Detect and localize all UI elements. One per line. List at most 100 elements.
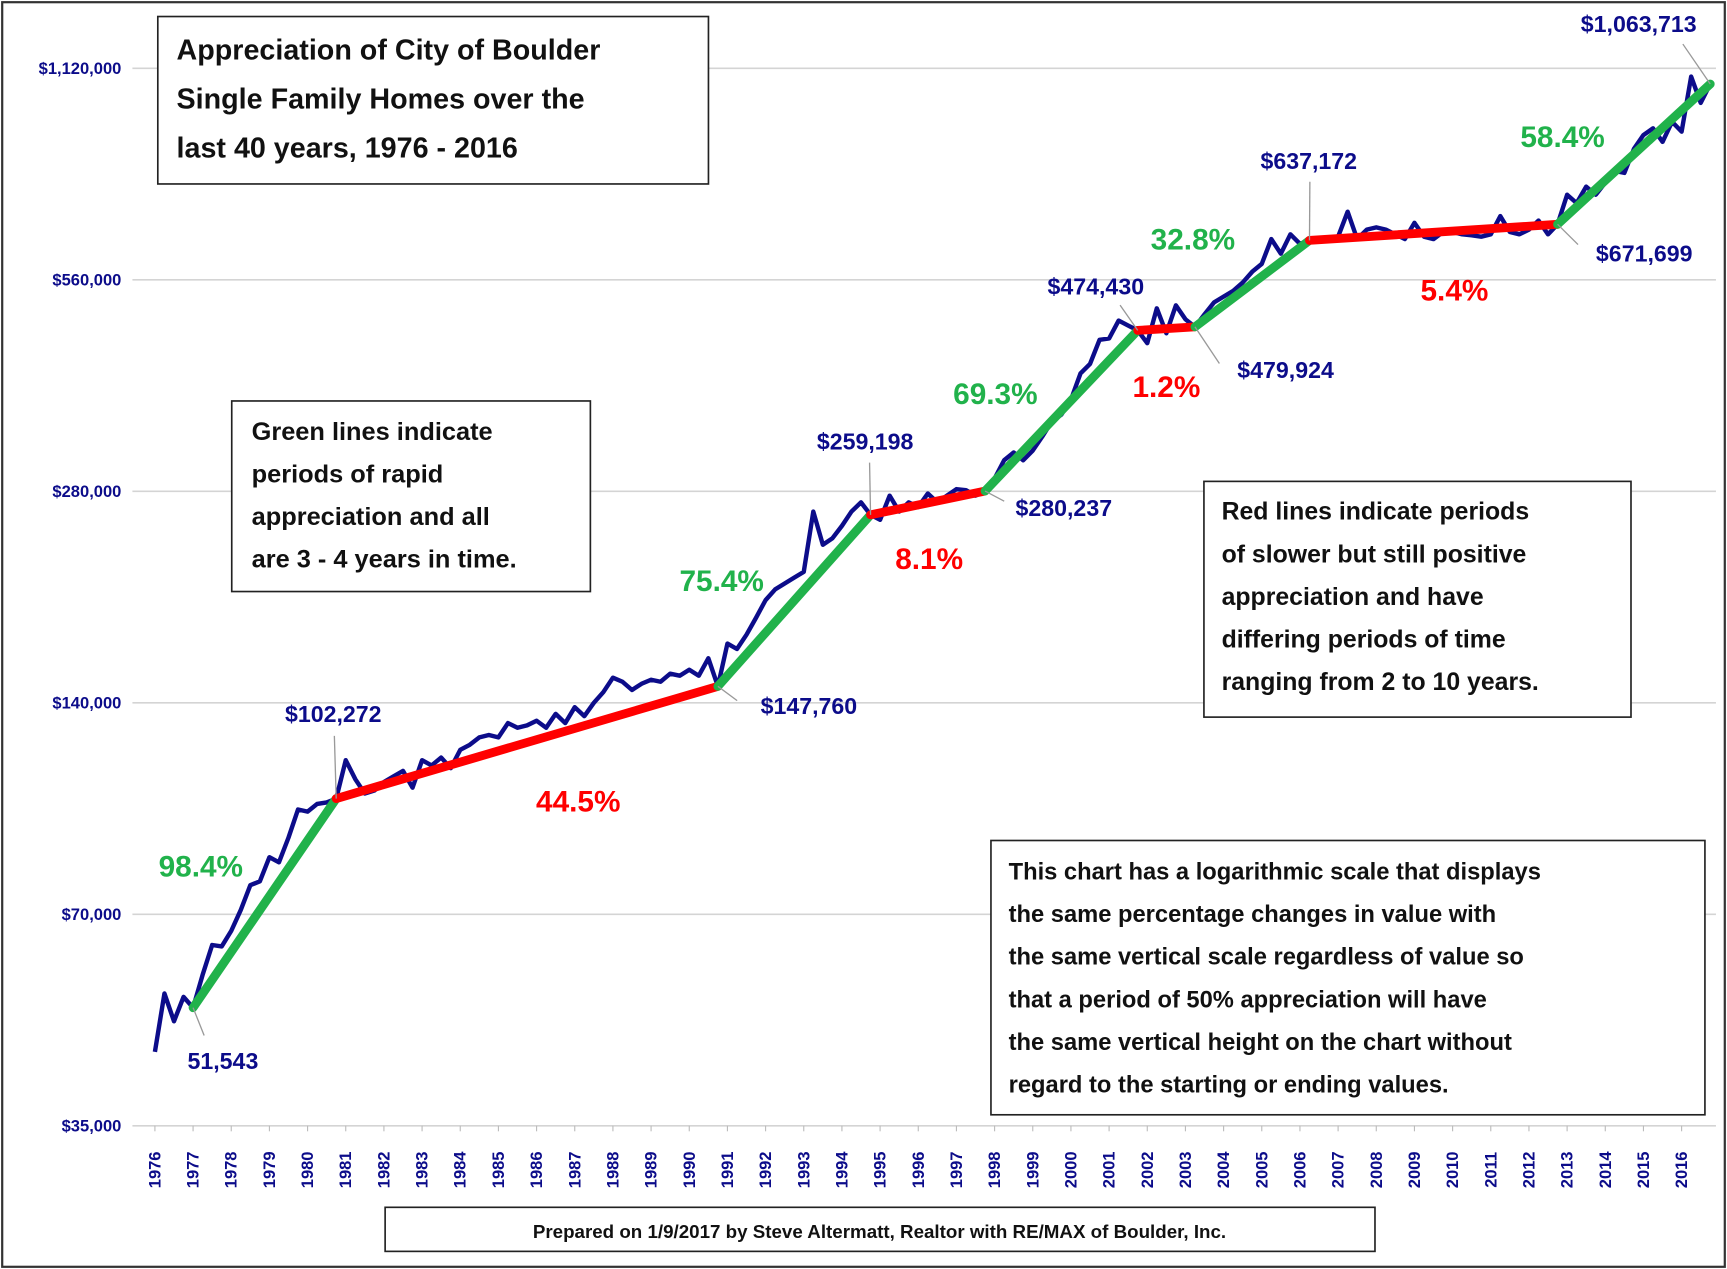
trend-segment [1305, 219, 1562, 245]
note-box [1203, 480, 1632, 718]
leader-line [1557, 223, 1579, 246]
x-tick-label: 1992 [756, 1152, 775, 1189]
x-tick-label: 1984 [451, 1151, 470, 1189]
title-box [156, 15, 710, 185]
note-text: Red lines indicate periods [1222, 499, 1530, 526]
point-label: $280,237 [1015, 495, 1112, 521]
x-tick-label: 2005 [1252, 1152, 1271, 1189]
x-tick-label: 2001 [1100, 1152, 1119, 1189]
note-text: differing periods of time [1222, 627, 1506, 654]
trend-segment [331, 681, 723, 804]
note-text: This chart has a logarithmic scale that … [1009, 859, 1541, 885]
note-text: of slower but still positive [1222, 541, 1527, 568]
trend-segment [1133, 322, 1200, 335]
x-tick-label: 1983 [413, 1152, 432, 1189]
point-label: $1,063,713 [1581, 11, 1697, 37]
point-label: $147,760 [761, 693, 858, 719]
y-tick-label: $1,120,000 [39, 59, 122, 78]
percent-label: 58.4% [1520, 121, 1604, 154]
x-tick-label: 1993 [794, 1152, 813, 1189]
trend-segment [1190, 235, 1314, 332]
point-label: $479,924 [1237, 357, 1334, 383]
trend-segment [188, 794, 341, 1013]
note-text: periods of rapid [252, 460, 444, 488]
leader-line [1119, 304, 1139, 331]
x-tick-label: 2011 [1481, 1152, 1500, 1188]
x-tick-label: 1996 [909, 1152, 928, 1189]
point-label: $259,198 [817, 429, 914, 455]
x-tick-label: 2003 [1176, 1152, 1195, 1189]
leader-line [1194, 326, 1220, 364]
leader-line [717, 685, 738, 702]
x-tick-label: 1987 [565, 1152, 584, 1189]
y-tick-label: $70,000 [62, 905, 122, 924]
text-boxes: Appreciation of City of Boulder Single Fa… [156, 15, 1706, 1253]
x-tick-label: 2009 [1405, 1152, 1424, 1189]
x-tick-label: 1985 [489, 1152, 508, 1189]
point-label: $637,172 [1260, 148, 1357, 174]
x-tick-label: 1998 [985, 1152, 1004, 1189]
leader-line [984, 490, 1005, 502]
leader-line [868, 462, 872, 515]
x-tick-label: 1997 [947, 1152, 966, 1189]
x-tick-label: 1986 [527, 1152, 546, 1189]
point-label: $474,430 [1047, 273, 1144, 299]
x-tick-label: 2004 [1214, 1151, 1233, 1189]
trend-segment [713, 510, 875, 691]
note-text: Green lines indicate [252, 418, 493, 446]
x-tick-label: 1977 [184, 1152, 203, 1189]
note-text: appreciation and all [252, 503, 490, 531]
percent-label: 44.5% [536, 785, 620, 818]
percent-label: 5.4% [1420, 274, 1488, 307]
note-text: the same vertical scale regardless of va… [1009, 945, 1524, 971]
chart-title: Appreciation of City of Boulder [177, 35, 601, 67]
x-tick-label: 2012 [1519, 1152, 1538, 1189]
x-tick-label: 1988 [603, 1152, 622, 1189]
percent-label: 75.4% [679, 565, 763, 598]
note-text: ranging from 2 to 10 years. [1222, 669, 1539, 696]
trend-segment [980, 325, 1143, 496]
x-tick-label: 2008 [1367, 1152, 1386, 1189]
trend-segment [866, 486, 990, 520]
y-tick-label: $280,000 [52, 482, 121, 501]
percent-label: 32.8% [1151, 224, 1235, 257]
x-tick-label: 1999 [1023, 1152, 1042, 1189]
leader-line [1682, 43, 1711, 85]
note-text: regard to the starting or ending values. [1009, 1073, 1449, 1099]
note-text: the same percentage changes in value wit… [1009, 902, 1497, 928]
chart-title: last 40 years, 1976 - 2016 [177, 133, 518, 165]
x-tick-label: 2016 [1672, 1152, 1691, 1189]
note-box [990, 839, 1706, 1116]
x-tick-label: 2013 [1558, 1152, 1577, 1189]
x-tick-label: 1995 [871, 1152, 890, 1189]
percent-label: 1.2% [1132, 371, 1200, 404]
x-tick-label: 2006 [1290, 1152, 1309, 1189]
leader-line [333, 735, 337, 799]
x-tick-label: 1990 [680, 1152, 699, 1189]
x-tick-label: 1989 [642, 1152, 661, 1189]
y-tick-label: $560,000 [52, 270, 121, 289]
x-tick-label: 2000 [1061, 1152, 1080, 1189]
trend-segment [1553, 79, 1715, 229]
point-label: 51,543 [187, 1048, 258, 1074]
note-text: that a period of 50% appreciation will h… [1009, 987, 1487, 1013]
footer-text: Prepared on 1/9/2017 by Steve Altermatt,… [533, 1221, 1226, 1242]
x-tick-label: 2015 [1634, 1152, 1653, 1189]
percent-label: 8.1% [895, 543, 963, 576]
x-tick-label: 2014 [1596, 1151, 1615, 1189]
x-tick-label: 2010 [1443, 1152, 1462, 1189]
plot: 98.4% 44.5% 75.4% 8.1% 69.3% 1.2% 32.8% 5.4% 58.… [152, 11, 1715, 1074]
note-text: the same vertical height on the chart wi… [1009, 1030, 1512, 1056]
x-tick-label: 1980 [298, 1152, 317, 1189]
point-label: $671,699 [1596, 240, 1693, 266]
x-tick-label: 1978 [222, 1152, 241, 1189]
x-tick-label: 2002 [1138, 1152, 1157, 1189]
y-tick-label: $140,000 [52, 693, 121, 712]
note-box [230, 400, 592, 593]
x-tick-label: 1981 [336, 1152, 355, 1189]
x-tick-label: 1991 [718, 1152, 737, 1189]
footer-box [384, 1206, 1376, 1253]
y-tick-label: $35,000 [62, 1116, 122, 1135]
percent-label: 69.3% [953, 378, 1037, 411]
